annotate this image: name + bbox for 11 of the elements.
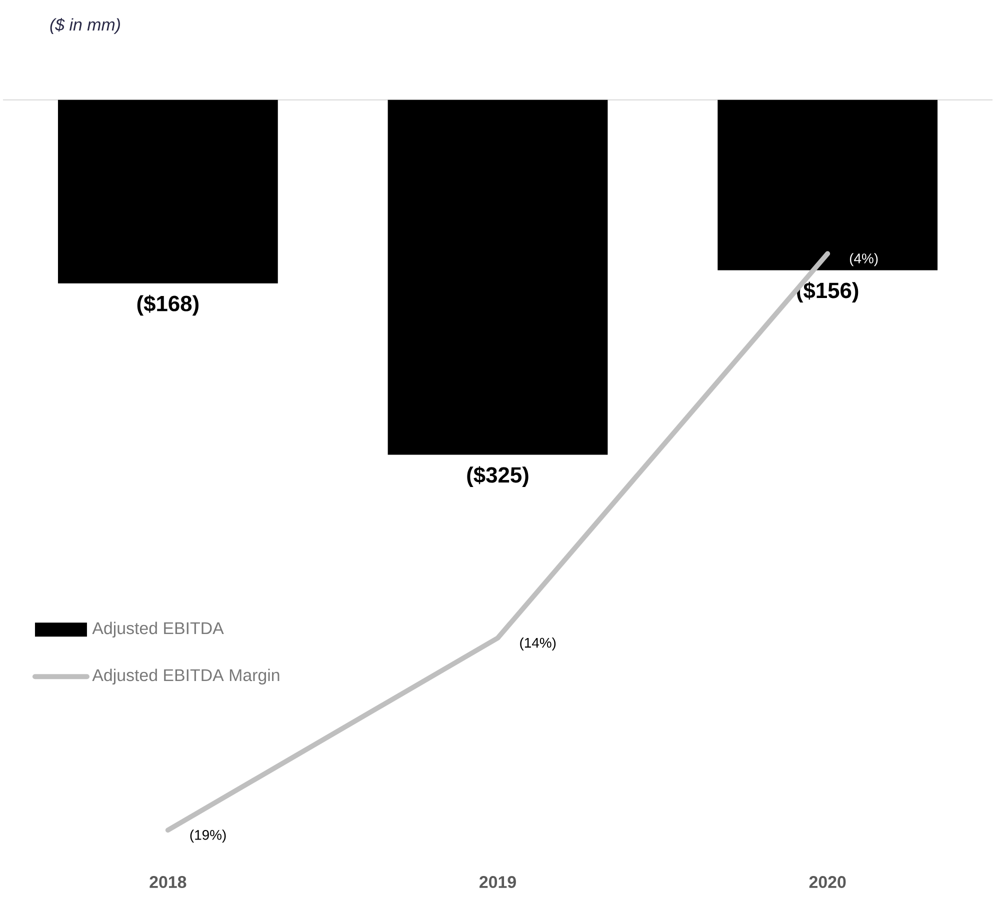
x-tick-label: 2018 (150, 876, 186, 888)
data-label: ($168) (137, 295, 198, 316)
chart-title: ($ in mm) (50, 18, 120, 34)
legend-label: Adjusted EBITDA (92, 622, 224, 638)
data-label: ($325) (467, 466, 528, 488)
data-label: (4%) (850, 253, 878, 266)
legend-label: Adjusted EBITDA Margin (92, 668, 280, 685)
data-label: (14%) (520, 638, 556, 651)
x-tick-label: 2020 (809, 876, 846, 888)
data-label: (19%) (190, 830, 226, 843)
x-tick-label: 2019 (480, 876, 516, 888)
